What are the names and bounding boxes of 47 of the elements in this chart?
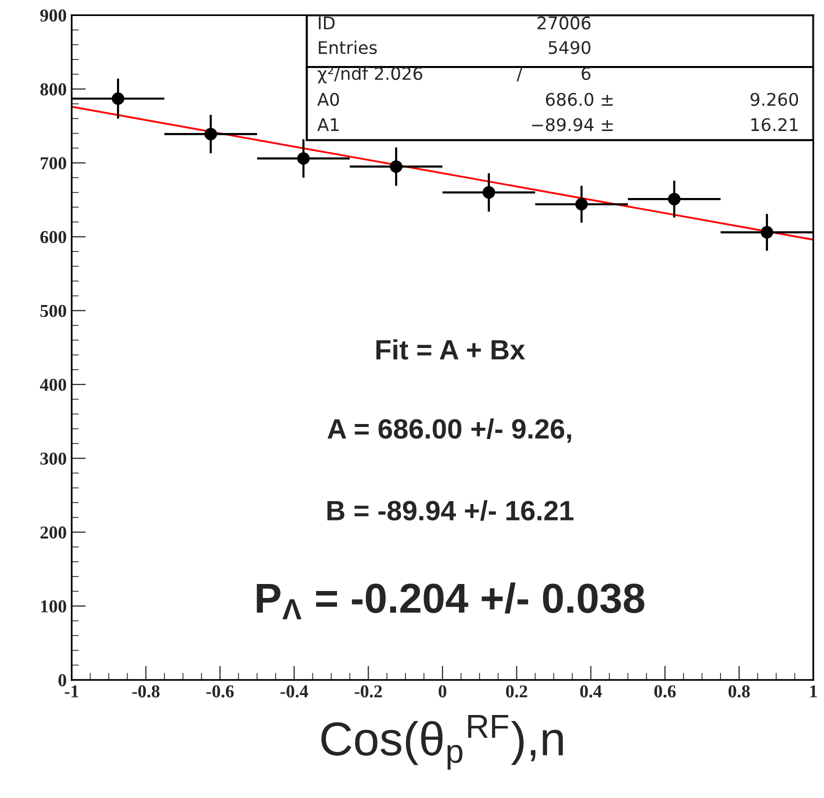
x-tick-label: 0.8 (728, 685, 750, 698)
annotation: 5490 (548, 40, 590, 54)
x-tick-label: -0.4 (280, 685, 308, 698)
x-tick-label: 0.4 (580, 685, 602, 698)
x-tick-label: 0.6 (654, 685, 676, 698)
annotation: 9.260 (750, 92, 798, 106)
point (760, 226, 774, 239)
y-tick-label: 700 (40, 157, 66, 170)
annotation: −89.94 ± (532, 118, 613, 132)
annotation: B = -89.94 +/- 16.21 (327, 500, 574, 521)
point (482, 186, 496, 199)
y-tick-label: 800 (40, 83, 66, 96)
y-tick-label: 300 (40, 452, 66, 465)
x-axis-title: Cos(θ$_{p}$$^{RF}$),n (321, 715, 563, 770)
point (112, 92, 124, 105)
point (668, 192, 680, 206)
annotation: / (516, 67, 523, 82)
x-tick-label: 0 (438, 685, 446, 698)
annotation: Fit = A + Bx (376, 339, 526, 360)
y-tick-label: 100 (41, 600, 66, 612)
x-tick-label: -0.6 (206, 685, 234, 698)
annotation: A0 (317, 92, 339, 106)
x-tick-label: -0.8 (132, 685, 160, 698)
annotation: χ²/ndf 2.026 (318, 66, 422, 84)
point (297, 152, 310, 165)
y-tick-label: 500 (40, 304, 66, 318)
annotation: Entries (318, 40, 377, 54)
annotation: 16.21 (751, 118, 798, 132)
y-tick-label: 600 (40, 230, 66, 244)
annotation: P$_{Λ}$ = -0.204 +/- 0.038 (256, 582, 644, 620)
y-tick-label: 400 (40, 378, 66, 391)
y-tick-label: 200 (40, 526, 66, 539)
annotation: ID (318, 16, 335, 30)
annotation: 27006 (538, 16, 590, 30)
annotation: 686.0 ± (546, 92, 613, 106)
point (575, 198, 588, 210)
annotation: A = 686.00 +/- 9.26, (328, 418, 572, 443)
x-tick-label: 0.2 (506, 685, 528, 698)
y-tick-label: 0 (58, 674, 66, 686)
x-tick-label: -1 (64, 685, 78, 698)
x-tick-label: -0.2 (354, 685, 382, 698)
y-tick-label: 900 (40, 9, 66, 22)
x-tick-label: 1 (810, 685, 817, 698)
point (390, 160, 402, 173)
annotation: A1 (317, 118, 338, 131)
annotation: 6 (582, 66, 590, 80)
point (204, 128, 217, 140)
